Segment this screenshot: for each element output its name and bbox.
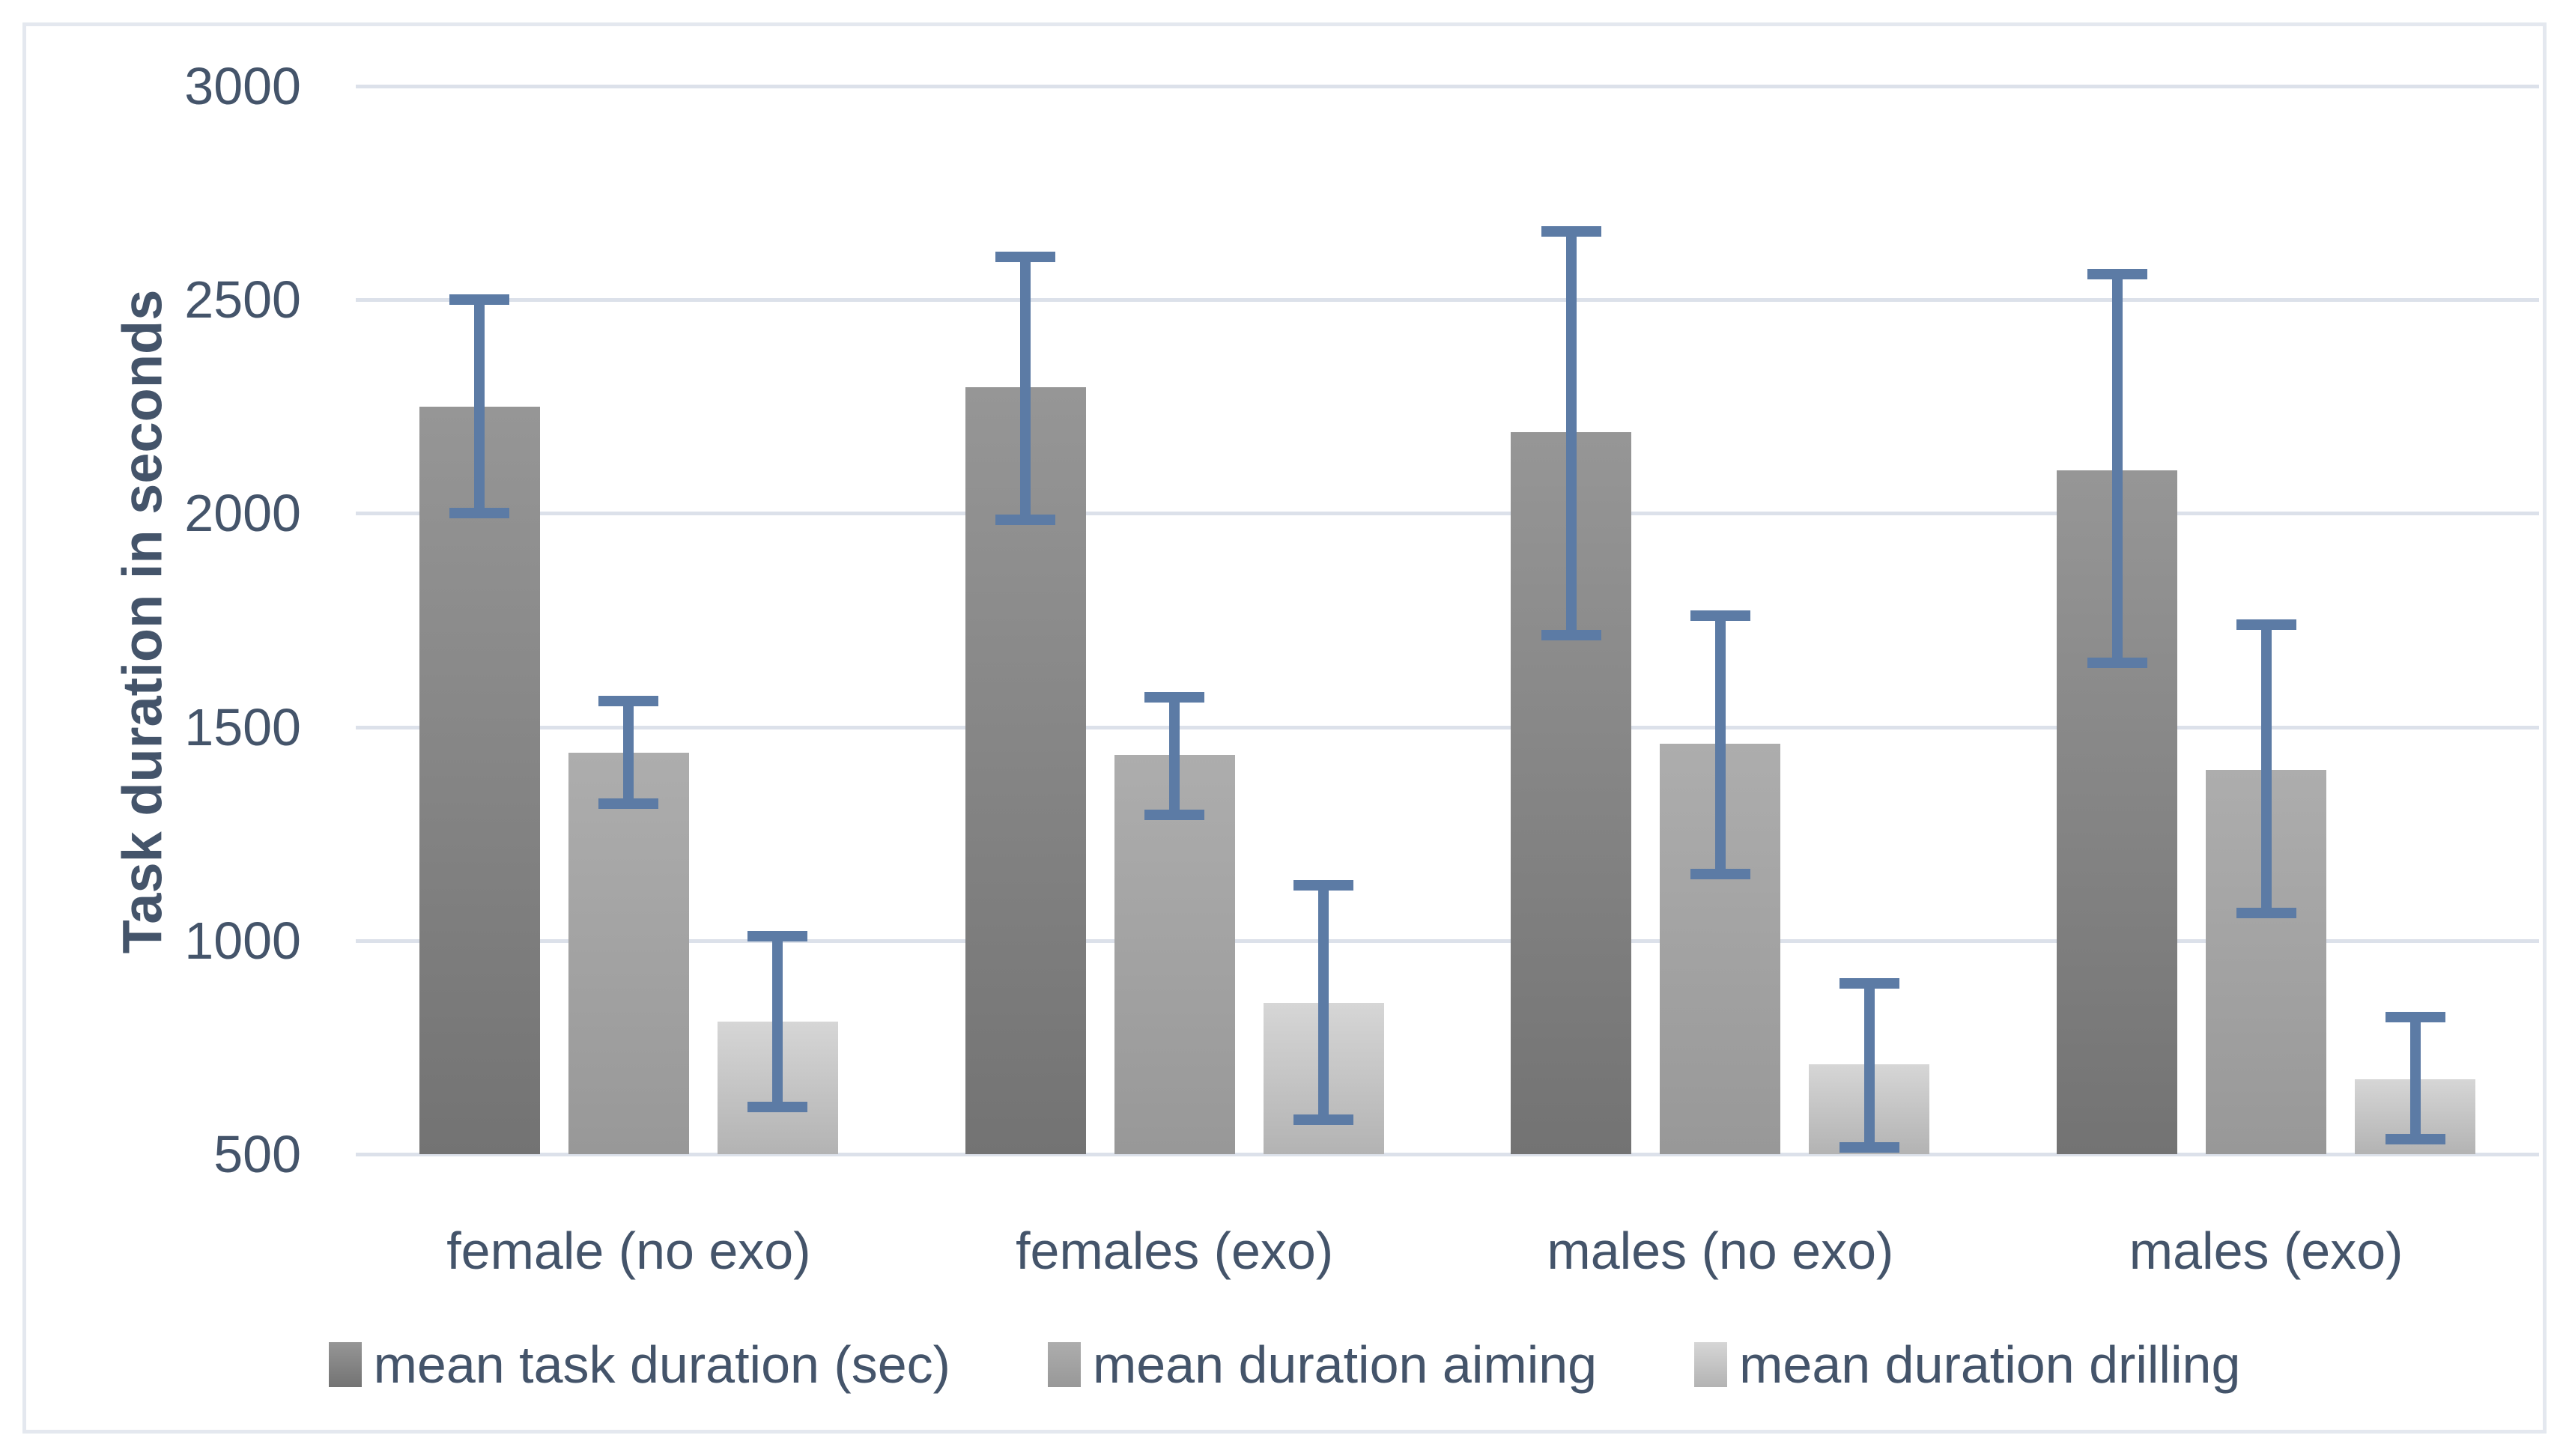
error-bar-cap [747, 931, 808, 942]
legend-item: mean task duration (sec) [328, 1335, 950, 1395]
error-bar-cap [1293, 879, 1354, 891]
error-bar-line [1169, 697, 1180, 815]
error-bar-cap [995, 514, 1056, 525]
legend-label: mean task duration (sec) [373, 1335, 950, 1394]
x-axis-labels: female (no exo) females (exo) males (no ex… [356, 1221, 2539, 1281]
error-bar-line [1863, 983, 1875, 1148]
error-bar-cap [598, 798, 659, 810]
error-bar-line [1020, 257, 1031, 520]
bar-mean-task-duration-sec- [419, 406, 540, 1154]
error-bar-cap [598, 696, 659, 707]
error-bar-line [1714, 616, 1726, 875]
error-bar-cap [1144, 691, 1205, 703]
y-tick-label: 1000 [184, 911, 301, 970]
error-bar-line [1318, 885, 1329, 1120]
legend: mean task duration (sec) mean duration ai… [0, 1335, 2569, 1395]
gridline [356, 1153, 2539, 1156]
error-bar-cap [2385, 1134, 2445, 1145]
gridline [356, 298, 2539, 303]
error-bar-cap [2236, 907, 2296, 918]
error-bar-cap [2087, 658, 2147, 669]
legend-item: mean duration drilling [1694, 1335, 2240, 1395]
error-bar-cap [449, 294, 510, 306]
error-bar-cap [2087, 268, 2147, 279]
error-bar-line [623, 701, 634, 804]
error-bar-cap [747, 1102, 808, 1113]
error-bar-line [2260, 624, 2272, 913]
bar-mean-duration-aiming [568, 752, 689, 1154]
error-bar-cap [1293, 1114, 1354, 1126]
error-bar-cap [1541, 629, 1601, 640]
y-tick-label: 1500 [184, 697, 301, 756]
y-tick-label: 500 [213, 1125, 301, 1183]
error-bar-cap [2385, 1012, 2445, 1023]
error-bar-cap [1690, 869, 1750, 880]
error-bar-line [1565, 231, 1577, 635]
error-bar-cap [1690, 610, 1750, 622]
legend-item: mean duration aiming [1047, 1335, 1598, 1395]
gridline [356, 512, 2539, 516]
error-bar-line [772, 936, 783, 1108]
legend-swatch [1047, 1342, 1081, 1387]
error-bar-cap [1839, 977, 1899, 989]
x-category-label: female (no exo) [446, 1222, 811, 1280]
error-bar-line [2111, 273, 2123, 664]
error-bar-cap [1144, 809, 1205, 820]
gridline [356, 938, 2539, 943]
error-bar-line [474, 300, 485, 514]
x-category-label: females (exo) [1016, 1222, 1334, 1280]
x-category-label: males (exo) [2129, 1222, 2403, 1280]
legend-label: mean duration drilling [1739, 1335, 2241, 1394]
y-tick-label: 2000 [184, 484, 301, 543]
y-tick-label: 2500 [184, 270, 301, 330]
gridline [356, 725, 2539, 729]
y-axis-ticks: 500 1000 1500 2000 2500 3000 [0, 57, 301, 1183]
error-bar-cap [1541, 225, 1601, 237]
bar-mean-duration-aiming [1114, 754, 1235, 1154]
y-tick-label: 3000 [184, 57, 301, 115]
error-bar-cap [1839, 1142, 1899, 1153]
error-bar-cap [995, 252, 1056, 263]
legend-label: mean duration aiming [1092, 1335, 1598, 1394]
legend-swatch [1694, 1342, 1728, 1387]
legend-swatch [328, 1342, 362, 1387]
x-category-label: males (no exo) [1547, 1222, 1894, 1280]
gridline [356, 85, 2539, 88]
error-bar-cap [449, 508, 510, 519]
plot-area [356, 85, 2539, 1156]
error-bar-cap [2236, 619, 2296, 630]
error-bar-line [2409, 1017, 2421, 1140]
